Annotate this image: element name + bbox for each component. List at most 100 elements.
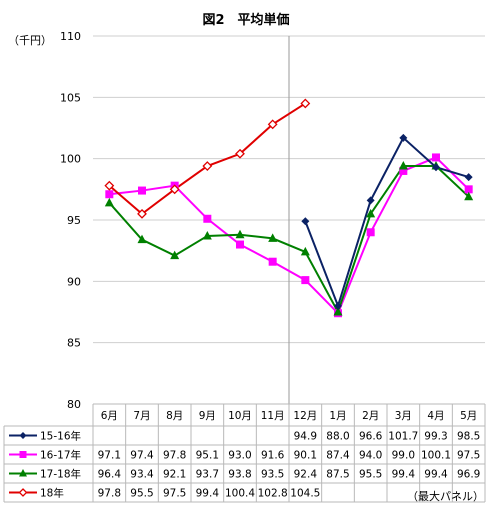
data-point bbox=[333, 307, 343, 316]
data-label: 96.4 bbox=[98, 469, 122, 481]
data-point bbox=[137, 234, 147, 244]
data-point bbox=[235, 229, 245, 239]
data-point bbox=[398, 161, 408, 170]
data-label: 96.9 bbox=[457, 469, 480, 481]
x-tick-label: 12月 bbox=[293, 410, 317, 422]
data-point bbox=[18, 488, 28, 497]
x-tick-label: 10月 bbox=[228, 410, 252, 422]
y-axis-unit: （千円） bbox=[8, 34, 52, 47]
data-label: 101.7 bbox=[388, 431, 418, 443]
data-point bbox=[169, 184, 180, 195]
data-point bbox=[366, 196, 375, 205]
data-label: 92.4 bbox=[294, 469, 318, 481]
y-tick-label: 90 bbox=[67, 275, 81, 288]
data-label: 99.3 bbox=[424, 431, 447, 443]
data-label: 97.8 bbox=[163, 450, 186, 462]
data-point bbox=[137, 208, 147, 219]
x-tick-label: 1月 bbox=[329, 410, 346, 422]
data-label: 97.1 bbox=[98, 450, 121, 462]
data-point bbox=[366, 208, 376, 218]
data-point bbox=[202, 161, 213, 171]
x-tick-label: 5月 bbox=[460, 410, 477, 422]
data-label: 99.0 bbox=[392, 450, 415, 462]
data-point bbox=[104, 180, 115, 191]
data-label: 94.9 bbox=[294, 431, 317, 443]
data-point bbox=[105, 190, 114, 199]
x-tick-label: 4月 bbox=[427, 410, 444, 422]
data-point bbox=[202, 230, 212, 240]
data-label: 104.5 bbox=[290, 488, 320, 500]
y-tick-label: 110 bbox=[60, 30, 81, 43]
data-point bbox=[464, 185, 473, 194]
data-label: 99.4 bbox=[196, 488, 220, 500]
data-label: 87.4 bbox=[326, 450, 350, 462]
data-label: 97.5 bbox=[163, 488, 186, 500]
data-point bbox=[170, 250, 180, 260]
legend-label: 16-17年 bbox=[40, 449, 81, 462]
legend-label: 15-16年 bbox=[40, 430, 81, 443]
data-point bbox=[464, 173, 473, 182]
series-line bbox=[108, 165, 470, 315]
data-label: 93.0 bbox=[228, 450, 251, 462]
data-point bbox=[432, 153, 440, 162]
data-label: 97.4 bbox=[130, 450, 154, 462]
data-label: 99.4 bbox=[424, 469, 448, 481]
data-point bbox=[334, 301, 342, 310]
chart-title: 図2 平均単価 bbox=[202, 12, 289, 28]
data-point bbox=[301, 276, 310, 285]
data-point bbox=[203, 214, 212, 223]
data-label: 91.6 bbox=[261, 450, 285, 462]
series-line bbox=[109, 156, 470, 316]
data-point bbox=[235, 148, 245, 159]
data-label: 93.5 bbox=[261, 469, 284, 481]
data-label: 102.8 bbox=[258, 488, 288, 500]
data-point bbox=[19, 432, 27, 439]
data-point bbox=[464, 191, 474, 201]
data-label: 98.5 bbox=[457, 431, 480, 443]
plot-area: 80 85 90 95 100 105 110 bbox=[60, 30, 485, 411]
data-label: 95.5 bbox=[130, 488, 153, 500]
data-label: 93.8 bbox=[228, 469, 251, 481]
y-tick-label: 100 bbox=[60, 153, 81, 166]
legend-label: 17-18年 bbox=[40, 468, 81, 481]
data-label: 100.4 bbox=[225, 488, 255, 500]
series-line bbox=[304, 136, 469, 309]
x-tick-label: 11月 bbox=[261, 410, 285, 422]
data-point bbox=[19, 451, 27, 458]
data-point bbox=[236, 240, 244, 249]
data-point bbox=[300, 98, 311, 109]
y-tick-label: 80 bbox=[67, 398, 81, 411]
data-label: 93.4 bbox=[130, 469, 154, 481]
x-tick-label: 3月 bbox=[395, 410, 412, 422]
x-tick-label: 9月 bbox=[199, 410, 216, 422]
x-tick-label: 6月 bbox=[101, 410, 118, 422]
data-point bbox=[104, 197, 114, 207]
data-label: 97.5 bbox=[457, 450, 480, 462]
x-tick-label: 2月 bbox=[362, 410, 379, 422]
data-label: 87.5 bbox=[326, 469, 349, 481]
x-tick-label: 7月 bbox=[133, 410, 150, 422]
data-label: 94.0 bbox=[359, 450, 382, 462]
data-label: 97.8 bbox=[98, 488, 121, 500]
data-label: 95.1 bbox=[196, 450, 219, 462]
data-point bbox=[268, 257, 277, 266]
data-table: 6月 7月 8月 9月 10月 11月 12月 1月 2月 3月 4月 5月 15-16年 94.9 88.… bbox=[3, 403, 486, 503]
legend-label: 18年 bbox=[40, 487, 64, 500]
data-label: 92.1 bbox=[163, 469, 186, 481]
data-point bbox=[267, 119, 278, 130]
data-point bbox=[399, 166, 408, 175]
data-point bbox=[399, 133, 408, 142]
data-label: 93.7 bbox=[196, 469, 219, 481]
data-label: 96.6 bbox=[359, 431, 383, 443]
x-tick-label: 8月 bbox=[166, 410, 183, 422]
data-point bbox=[300, 246, 310, 256]
data-label: 88.0 bbox=[326, 431, 349, 443]
data-label: 100.1 bbox=[421, 450, 451, 462]
data-point bbox=[432, 163, 440, 172]
data-point bbox=[301, 217, 310, 226]
data-label: 95.5 bbox=[359, 469, 382, 481]
y-tick-label: 95 bbox=[67, 214, 81, 227]
data-point bbox=[19, 469, 27, 477]
data-label: 90.1 bbox=[294, 450, 317, 462]
